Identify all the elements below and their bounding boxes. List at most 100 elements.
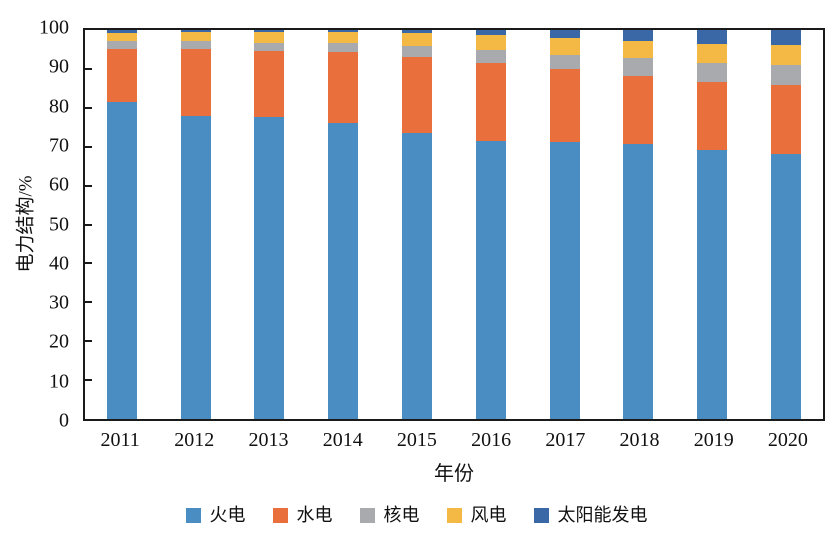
y-tick-label: 0 — [59, 409, 69, 432]
bar-segment-风电 — [771, 45, 802, 66]
bar-segment-太阳能发电 — [475, 30, 506, 35]
stacked-bar-2020 — [771, 30, 802, 419]
legend-label: 太阳能发电 — [557, 505, 648, 525]
legend-label: 水电 — [296, 505, 333, 525]
bar-segment-风电 — [106, 32, 137, 41]
bar-slot-2019 — [675, 30, 749, 419]
bar-segment-太阳能发电 — [328, 30, 359, 33]
bar-segment-水电 — [623, 75, 654, 144]
y-tick-mark — [85, 67, 92, 70]
stacked-bar-2019 — [697, 30, 728, 419]
bar-segment-水电 — [771, 85, 802, 155]
bar-segment-火电 — [180, 116, 211, 419]
bar-segment-核电 — [106, 40, 137, 50]
legend-item-火电: 火电 — [185, 505, 246, 525]
x-tick-label: 2012 — [174, 429, 215, 451]
bar-segment-水电 — [697, 81, 728, 151]
bar-segment-火电 — [254, 117, 285, 419]
y-tick-label: 70 — [49, 134, 69, 157]
legend-swatch — [359, 507, 375, 523]
bar-segment-太阳能发电 — [402, 30, 433, 34]
y-tick-mark — [85, 340, 92, 343]
y-tick-label: 80 — [49, 95, 69, 118]
legend-item-水电: 水电 — [272, 505, 333, 525]
y-tick-mark — [85, 379, 92, 382]
stacked-bar-2012 — [180, 30, 211, 419]
x-tick-label: 2011 — [100, 429, 140, 451]
bar-segment-火电 — [475, 140, 506, 419]
legend-item-风电: 风电 — [446, 506, 507, 524]
y-tick-label: 90 — [49, 55, 69, 78]
legend-swatch — [185, 507, 201, 523]
x-tick-label: 2017 — [545, 429, 586, 451]
y-tick-mark — [85, 223, 92, 226]
legend-item-太阳能发电: 太阳能发电 — [533, 505, 648, 525]
legend-item-核电: 核电 — [359, 505, 420, 525]
x-tick-label: 2013 — [248, 429, 289, 451]
bar-segment-火电 — [549, 141, 580, 419]
bar-segment-火电 — [328, 122, 359, 419]
x-axis-title: 年份 — [434, 463, 474, 485]
bar-segment-核电 — [475, 50, 506, 64]
legend-label: 火电 — [209, 505, 246, 525]
y-tick-label: 60 — [49, 173, 69, 196]
bar-segment-核电 — [180, 40, 211, 49]
y-tick-mark — [85, 301, 92, 304]
bar-segment-水电 — [180, 48, 211, 117]
bar-segment-太阳能发电 — [180, 30, 211, 32]
legend-label: 核电 — [383, 505, 420, 525]
y-tick-mark — [85, 145, 92, 148]
bar-segment-水电 — [106, 49, 137, 103]
bar-segment-太阳能发电 — [254, 30, 285, 33]
legend-swatch — [272, 507, 288, 523]
y-tick-label: 40 — [49, 252, 69, 275]
bar-segment-风电 — [697, 43, 728, 63]
bar-segment-太阳能发电 — [771, 30, 802, 46]
stacked-bar-2011 — [106, 30, 137, 419]
bar-segment-太阳能发电 — [549, 30, 580, 39]
bar-segment-风电 — [475, 34, 506, 51]
bar-segment-太阳能发电 — [697, 30, 728, 44]
bar-segment-太阳能发电 — [106, 30, 137, 33]
legend-swatch — [533, 507, 549, 523]
x-tick-label: 2016 — [471, 429, 512, 451]
bar-segment-火电 — [623, 143, 654, 419]
y-tick-mark — [85, 106, 92, 109]
stacked-bar-2015 — [402, 30, 433, 419]
bar-segment-风电 — [180, 31, 211, 41]
bar-segment-风电 — [549, 38, 580, 55]
legend-swatch — [446, 507, 462, 523]
y-tick-mark — [85, 262, 92, 265]
bar-segment-太阳能发电 — [623, 30, 654, 42]
bar-segment-水电 — [328, 52, 359, 123]
bar-segment-火电 — [106, 102, 137, 419]
bar-slot-2015 — [380, 30, 454, 419]
bar-slot-2011 — [85, 30, 159, 419]
y-tick-label: 100 — [39, 16, 69, 39]
y-tick-label: 20 — [49, 330, 69, 353]
bar-slot-2016 — [454, 30, 528, 419]
bar-segment-核电 — [623, 57, 654, 76]
stacked-bar-2013 — [254, 30, 285, 419]
bar-segment-核电 — [549, 54, 580, 70]
y-tick-label: 10 — [49, 370, 69, 393]
bar-segment-水电 — [475, 63, 506, 141]
bar-segment-风电 — [623, 41, 654, 58]
plot-area — [83, 28, 825, 421]
bar-segment-水电 — [254, 51, 285, 118]
bar-slot-2020 — [749, 30, 823, 419]
bar-segment-火电 — [697, 150, 728, 419]
bar-segment-火电 — [402, 133, 433, 419]
x-tick-label: 2020 — [767, 429, 808, 451]
bar-slot-2018 — [602, 30, 676, 419]
bar-segment-核电 — [402, 45, 433, 58]
bar-segment-水电 — [402, 57, 433, 134]
stacked-bar-2017 — [549, 30, 580, 419]
bar-slot-2013 — [233, 30, 307, 419]
x-tick-label: 2015 — [396, 429, 437, 451]
x-tick-label: 2019 — [693, 429, 734, 451]
y-tick-label: 30 — [49, 291, 69, 314]
bar-segment-核电 — [697, 62, 728, 82]
bar-segment-火电 — [771, 154, 802, 419]
